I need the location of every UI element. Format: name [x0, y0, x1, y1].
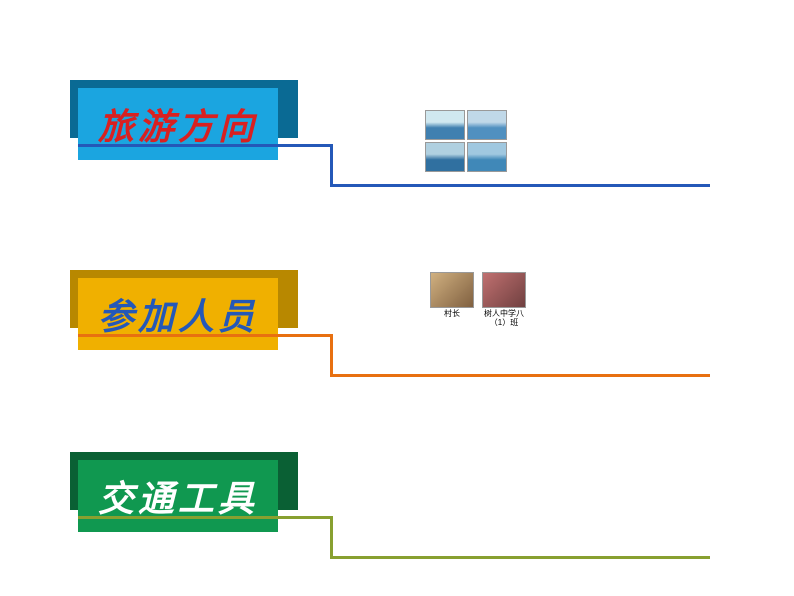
thumb-image: [467, 142, 507, 172]
person-item: 树人中学八 （1）班: [482, 272, 526, 328]
person-thumb: [482, 272, 526, 308]
people-images: 村长 树人中学八 （1）班: [430, 272, 526, 328]
person-caption: 村长: [444, 310, 460, 319]
label-box: 参加人员: [78, 278, 278, 350]
thumb-image: [425, 142, 465, 172]
thumb-image: [467, 110, 507, 140]
label-box: 旅游方向: [78, 88, 278, 160]
label-box: 交通工具: [78, 460, 278, 532]
thumb-image: [425, 110, 465, 140]
person-caption: 树人中学八 （1）班: [484, 310, 524, 328]
travel-images: [425, 110, 507, 172]
person-thumb: [430, 272, 474, 308]
person-item: 村长: [430, 272, 474, 328]
